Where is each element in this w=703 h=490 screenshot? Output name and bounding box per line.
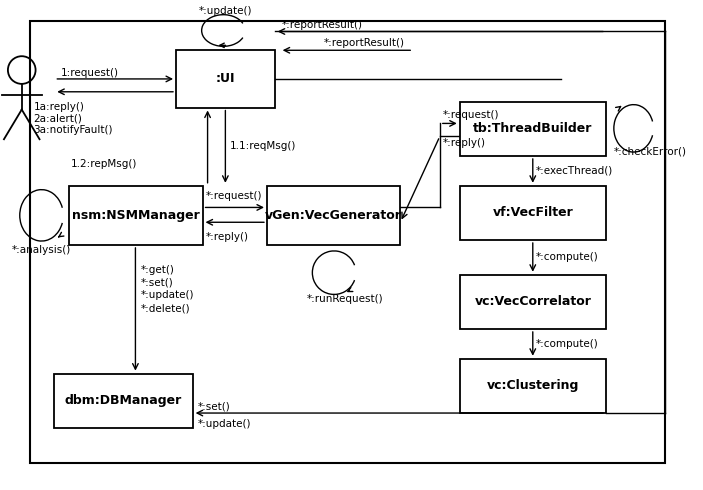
- Text: *:request(): *:request(): [443, 110, 499, 121]
- Text: *:get(): *:get(): [141, 265, 174, 275]
- Text: *:update(): *:update(): [198, 419, 251, 429]
- Bar: [176, 50, 275, 108]
- Bar: [54, 373, 193, 428]
- Text: :UI: :UI: [216, 73, 235, 85]
- Text: 2a:alert(): 2a:alert(): [34, 114, 82, 123]
- Text: *:delete(): *:delete(): [141, 303, 190, 313]
- Bar: [69, 186, 202, 245]
- Bar: [267, 186, 400, 245]
- Text: vc:VecCorrelator: vc:VecCorrelator: [475, 295, 591, 308]
- Text: *:set(): *:set(): [198, 401, 231, 411]
- Text: *:request(): *:request(): [205, 191, 262, 200]
- Text: *:analysis(): *:analysis(): [12, 245, 71, 255]
- Text: nsm:NSMManager: nsm:NSMManager: [72, 209, 200, 222]
- Text: *:update(): *:update(): [199, 6, 252, 16]
- Text: 1.1:reqMsg(): 1.1:reqMsg(): [229, 141, 296, 151]
- Text: *:runRequest(): *:runRequest(): [307, 294, 383, 304]
- Text: 1a:reply(): 1a:reply(): [34, 101, 84, 112]
- Text: *:reply(): *:reply(): [443, 138, 486, 148]
- Text: *:update(): *:update(): [141, 291, 194, 300]
- Text: *:checkError(): *:checkError(): [614, 146, 687, 156]
- Text: 3a:notifyFault(): 3a:notifyFault(): [34, 125, 113, 135]
- Text: *:reportResult(): *:reportResult(): [324, 38, 405, 49]
- Text: *:set(): *:set(): [141, 278, 173, 288]
- Bar: [460, 275, 606, 329]
- Bar: [460, 186, 606, 240]
- Text: vGen:VecGenerator: vGen:VecGenerator: [265, 209, 402, 222]
- Text: vf:VecFilter: vf:VecFilter: [492, 206, 573, 220]
- Text: *:compute(): *:compute(): [536, 252, 598, 262]
- Text: *:reportResult(): *:reportResult(): [282, 20, 363, 29]
- Bar: [460, 359, 606, 413]
- Text: 1:request(): 1:request(): [61, 68, 120, 78]
- Text: *:reply(): *:reply(): [205, 232, 249, 242]
- Bar: [460, 101, 606, 156]
- Text: *:compute(): *:compute(): [536, 339, 598, 349]
- Text: vc:Clustering: vc:Clustering: [486, 379, 579, 392]
- Text: 1.2:repMsg(): 1.2:repMsg(): [71, 159, 138, 169]
- Text: *:execThread(): *:execThread(): [536, 166, 613, 176]
- Text: dbm:DBManager: dbm:DBManager: [65, 394, 182, 407]
- Text: tb:ThreadBuilder: tb:ThreadBuilder: [473, 122, 593, 135]
